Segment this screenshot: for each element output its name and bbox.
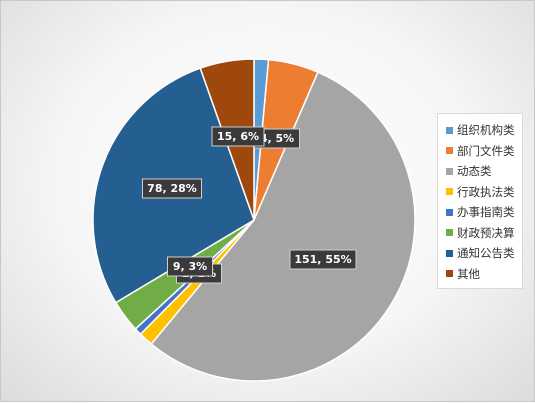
legend-label: 组织机构类: [457, 123, 515, 138]
legend-swatch: [446, 188, 453, 196]
data-label-box: [211, 126, 265, 147]
legend-item: 通知公告类: [446, 243, 522, 264]
legend-label: 动态类: [457, 164, 492, 179]
legend-label: 部门文件类: [457, 143, 515, 158]
legend-swatch: [446, 147, 453, 155]
data-label-7: 78, 28%: [142, 178, 202, 199]
pie-slices: [92, 58, 416, 382]
legend-swatch: [446, 229, 453, 237]
legend-label: 行政执法类: [457, 184, 515, 199]
legend-item: 办事指南类: [446, 202, 522, 223]
legend-item: 行政执法类: [446, 182, 522, 203]
legend-swatch: [446, 167, 453, 175]
legend-swatch: [446, 249, 453, 257]
data-labels: 2, 1%9, 3%4, 5%15, 6%78, 28%151, 55%: [142, 126, 357, 284]
legend-item: 组织机构类: [446, 120, 522, 141]
pie-slice-3: [150, 71, 416, 382]
legend-item: 动态类: [446, 161, 522, 182]
data-label-text: 151, 55%: [294, 253, 351, 266]
legend-item: 其他: [446, 264, 522, 285]
legend-swatch: [446, 208, 453, 216]
legend-label: 通知公告类: [457, 246, 515, 261]
data-label-3: 151, 55%: [289, 249, 357, 270]
data-label-8: 15, 6%: [211, 126, 265, 147]
legend-swatch: [446, 126, 453, 134]
data-label-text: 78, 28%: [147, 182, 197, 195]
data-label-6: 9, 3%: [167, 256, 213, 277]
legend-label: 办事指南类: [457, 205, 515, 220]
data-label-text: 15, 6%: [217, 130, 259, 143]
data-label-box: [289, 249, 357, 270]
legend-label: 财政预决算: [457, 225, 515, 240]
legend: 组织机构类部门文件类动态类行政执法类办事指南类财政预决算通知公告类其他: [437, 113, 523, 289]
legend-item: 财政预决算: [446, 223, 522, 244]
data-label-2: 4, 5%: [254, 128, 300, 149]
legend-label: 其他: [457, 266, 480, 281]
data-label-box: [142, 178, 202, 199]
legend-swatch: [446, 270, 453, 278]
data-label-box: [167, 256, 213, 277]
legend-item: 部门文件类: [446, 141, 522, 162]
data-label-text: 9, 3%: [173, 260, 207, 273]
data-label-text: 4, 5%: [260, 132, 294, 145]
